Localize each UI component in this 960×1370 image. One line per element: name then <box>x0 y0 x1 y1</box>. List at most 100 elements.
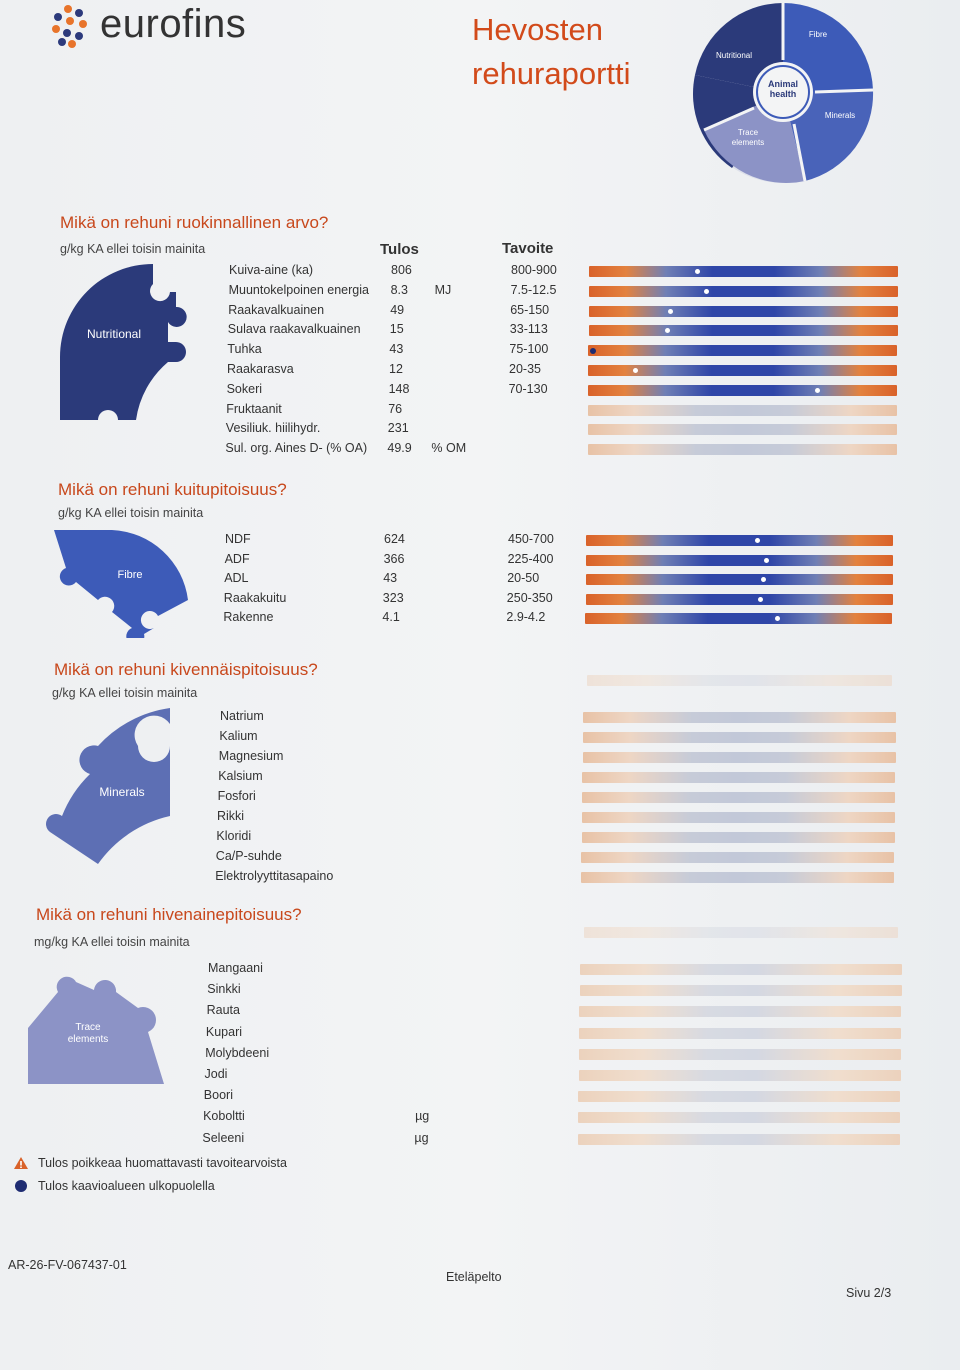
farm-name: Eteläpelto <box>446 1270 502 1284</box>
result-marker <box>703 288 709 294</box>
section-title-fibre: Mikä on rehuni kuitupitoisuus? <box>58 480 287 499</box>
fibre-row-bar <box>585 554 893 566</box>
trace-row-bar <box>578 1091 901 1103</box>
trace-puzzle-label: Trace <box>75 1022 101 1033</box>
nutritional-row-value: 43 <box>389 342 404 357</box>
fibre-row-target: 2.9-4.2 <box>506 610 546 625</box>
legend-warning-text: Tulos poikkeaa huomattavasti tavoitearvo… <box>38 1156 287 1170</box>
wheel-label-fibre: Fibre <box>809 30 828 39</box>
result-marker <box>775 616 781 622</box>
nutritional-row-target: 800-900 <box>511 263 557 277</box>
result-marker <box>667 308 673 314</box>
nutritional-row-bar <box>588 325 898 337</box>
nutritional-row-label: Raakarasva <box>227 362 294 376</box>
svg-text:elements: elements <box>732 138 764 147</box>
report-title-line2: rehuraportti <box>472 56 631 91</box>
svg-text:health: health <box>770 89 797 99</box>
page-number: Sivu 2/3 <box>846 1286 892 1300</box>
fibre-row-bar <box>585 613 893 625</box>
minerals-puzzle-label: Minerals <box>99 785 144 799</box>
fibre-row-value: 366 <box>383 551 405 566</box>
trace-row-label: Rauta <box>206 1003 240 1018</box>
minerals-row-label: Ca/P-suhde <box>215 849 282 863</box>
nutritional-row-target: 70-130 <box>508 381 548 396</box>
nutritional-row-bar <box>589 266 898 277</box>
minerals-row-label: Kalium <box>219 729 258 743</box>
nutritional-row-label: Vesiliuk. hiilihydr. <box>225 421 321 436</box>
trace-row-bar <box>579 1006 902 1018</box>
trace-row-bar <box>578 1112 901 1124</box>
trace-header-bar <box>584 927 898 938</box>
nutritional-row-label: Raakavalkuainen <box>228 302 325 317</box>
trace-row-label: Molybdeeni <box>205 1045 270 1060</box>
minerals-row-bar <box>581 812 895 823</box>
minerals-row-label: Kalsium <box>218 769 263 783</box>
fibre-row-label: NDF <box>225 532 251 546</box>
result-marker <box>695 269 700 274</box>
legend-warning: Tulos poikkeaa huomattavasti tavoitearvo… <box>12 1156 287 1170</box>
nutritional-row-value: 76 <box>388 401 403 416</box>
nutritional-row-value: 12 <box>389 362 403 376</box>
column-header-result: Tulos <box>380 241 419 258</box>
minerals-puzzle-icon: Minerals <box>46 708 170 864</box>
fibre-row-bar <box>585 593 893 605</box>
column-header-target: Tavoite <box>502 240 554 257</box>
nutritional-row-label: Sokeri <box>226 381 263 396</box>
nutritional-row-bar <box>588 345 898 357</box>
report-code: AR-26-FV-067437-01 <box>8 1258 127 1272</box>
fibre-row-label: Rakenne <box>223 610 274 625</box>
fibre-row-target: 225-400 <box>507 551 554 566</box>
nutritional-row-target: 75-100 <box>509 342 549 357</box>
nutritional-row-value: 49.9 <box>387 441 412 456</box>
fibre-row-bar <box>586 535 893 546</box>
nutritional-row-label: Sul. org. Aines D- (% OA) <box>225 441 368 456</box>
fibre-row-label: ADL <box>224 571 249 586</box>
eurofins-logo: eurofins <box>48 2 246 48</box>
nutritional-puzzle-icon: Nutritional <box>60 264 187 420</box>
trace-row-bar <box>578 1070 901 1081</box>
result-marker <box>664 328 670 334</box>
nutritional-row-bar <box>587 424 897 436</box>
minerals-row-bar <box>583 712 896 723</box>
fibre-row-bar <box>585 574 893 586</box>
nutritional-row-value: 15 <box>389 322 404 337</box>
nutritional-row-target: 20-35 <box>509 362 541 376</box>
minerals-row-bar <box>582 732 896 743</box>
trace-row-label: Kupari <box>205 1024 243 1039</box>
nutritional-row-label: Fruktaanit <box>226 401 282 416</box>
unit-note-minerals: g/kg KA ellei toisin mainita <box>52 686 198 700</box>
trace-puzzle-icon: Trace elements <box>28 976 164 1084</box>
nutritional-row-value: 148 <box>388 381 410 396</box>
fibre-puzzle-label: Fibre <box>117 569 142 581</box>
dark-dot-icon <box>12 1179 30 1193</box>
trace-row-bar <box>580 964 902 975</box>
nutritional-row-label: Kuiva-aine (ka) <box>229 263 314 277</box>
trace-row-bar <box>577 1133 900 1145</box>
svg-text:elements: elements <box>68 1034 109 1045</box>
section-title-minerals: Mikä on rehuni kivennäispitoisuus? <box>54 660 318 679</box>
fibre-row-target: 250-350 <box>506 590 553 605</box>
nutritional-puzzle-label: Nutritional <box>87 327 141 341</box>
fibre-row-value: 323 <box>382 590 404 605</box>
outside-range-marker <box>590 347 597 354</box>
trace-row-bar <box>579 1027 902 1039</box>
result-marker <box>760 577 766 583</box>
result-marker <box>757 596 763 602</box>
section-title-nutritional: Mikä on rehuni ruokinnallinen arvo? <box>60 213 329 232</box>
fibre-row-target: 20-50 <box>507 571 540 586</box>
minerals-row-bar <box>581 832 895 843</box>
fibre-row-label: ADF <box>224 551 250 566</box>
result-marker <box>815 387 821 393</box>
minerals-row-label: Kloridi <box>216 829 252 843</box>
unit-note-nutritional: g/kg KA ellei toisin mainita <box>60 242 206 256</box>
trace-row-label: Sinkki <box>207 982 241 997</box>
minerals-row-bar <box>581 852 895 863</box>
fibre-puzzle-icon: Fibre <box>54 530 188 638</box>
nutritional-row-value: 806 <box>391 263 412 277</box>
nutritional-row-label: Sulava raakavalkuainen <box>227 322 361 337</box>
trace-row-label: Boori <box>203 1088 233 1103</box>
fibre-row-label: Raakakuitu <box>223 590 287 605</box>
minerals-row-bar <box>581 872 895 883</box>
trace-row-bar <box>579 985 902 997</box>
nutritional-row-bar <box>587 444 897 456</box>
